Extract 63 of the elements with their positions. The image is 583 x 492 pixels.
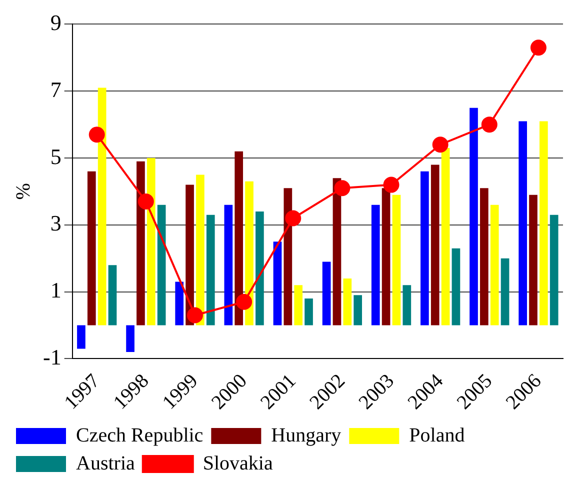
bar	[256, 212, 264, 326]
bar	[206, 214, 215, 326]
legend-label: Austria	[76, 452, 135, 474]
y-axis-title: %	[12, 183, 34, 200]
x-tick-label: 2001	[256, 370, 300, 414]
bar	[343, 278, 352, 326]
point	[334, 180, 350, 196]
bar	[294, 285, 303, 326]
bar	[108, 265, 117, 326]
bar	[550, 214, 558, 326]
point	[285, 210, 302, 226]
y-tick-label: -1	[43, 344, 62, 370]
bar	[175, 282, 184, 326]
bar	[480, 188, 488, 326]
bar	[500, 258, 510, 326]
legend-label: Poland	[409, 424, 465, 446]
bar	[224, 204, 233, 326]
bar	[77, 325, 86, 349]
bar	[245, 181, 254, 326]
legend-label: Slovakia	[202, 452, 273, 474]
legend-label: Czech Republic	[76, 424, 204, 446]
bar	[392, 194, 401, 326]
legend-label: Hungary	[271, 424, 342, 446]
bar	[470, 108, 478, 326]
y-tick-label: 7	[50, 76, 62, 102]
point	[530, 40, 546, 56]
bar	[273, 242, 282, 326]
bar	[146, 158, 156, 326]
bar	[304, 298, 313, 326]
bar	[186, 184, 194, 326]
bar	[322, 262, 331, 326]
x-tick-label: 1999	[158, 370, 202, 414]
bar	[98, 88, 106, 326]
bar	[371, 204, 380, 326]
bar	[136, 161, 145, 326]
bar	[196, 174, 204, 326]
bar	[430, 164, 440, 326]
point	[138, 194, 154, 210]
bar	[157, 204, 166, 326]
bar	[87, 171, 96, 326]
bar	[441, 148, 450, 326]
bar	[402, 285, 412, 326]
point	[432, 136, 448, 153]
bar	[382, 188, 390, 326]
bar	[540, 121, 548, 326]
point	[236, 294, 252, 310]
point	[88, 126, 105, 143]
bar	[234, 151, 244, 326]
bar	[452, 248, 460, 326]
y-tick-label: 5	[50, 144, 62, 169]
bar	[518, 121, 527, 326]
point	[481, 116, 498, 133]
point	[383, 176, 400, 193]
bar	[354, 295, 362, 326]
y-tick-label: 9	[50, 10, 62, 35]
bar	[126, 325, 134, 352]
point	[186, 307, 203, 324]
y-tick-label: 3	[50, 210, 62, 236]
bar	[529, 194, 538, 326]
y-tick-label: 1	[50, 278, 62, 303]
bar	[284, 188, 292, 326]
bar	[490, 204, 499, 326]
bar	[420, 171, 429, 326]
